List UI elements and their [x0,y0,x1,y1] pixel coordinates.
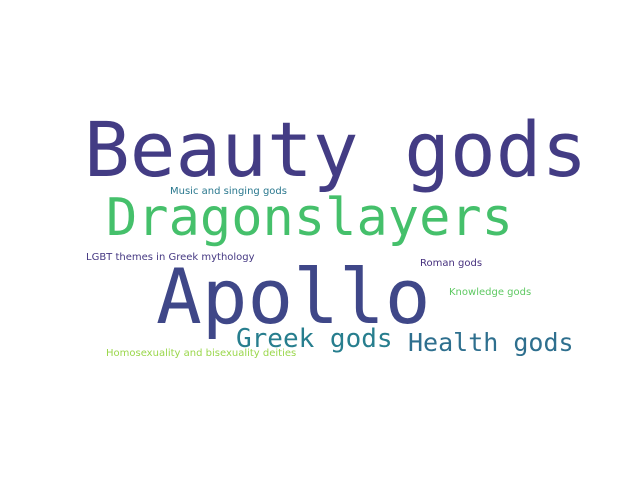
word-beauty-gods: Beauty gods [84,105,588,194]
word-roman-gods: Roman gods [420,258,483,269]
word-health-gods: Health gods [408,328,574,357]
word-knowledge-gods: Knowledge gods [449,287,532,298]
word-greek-gods: Greek gods [236,324,393,354]
word-homosexuality-bisexuality-deities: Homosexuality and bisexuality deities [106,348,297,359]
word-lgbt-themes: LGBT themes in Greek mythology [86,252,255,263]
word-apollo: Apollo [156,252,431,341]
word-dragonslayers: Dragonslayers [106,188,513,248]
word-music-and-singing-gods: Music and singing gods [170,186,287,197]
